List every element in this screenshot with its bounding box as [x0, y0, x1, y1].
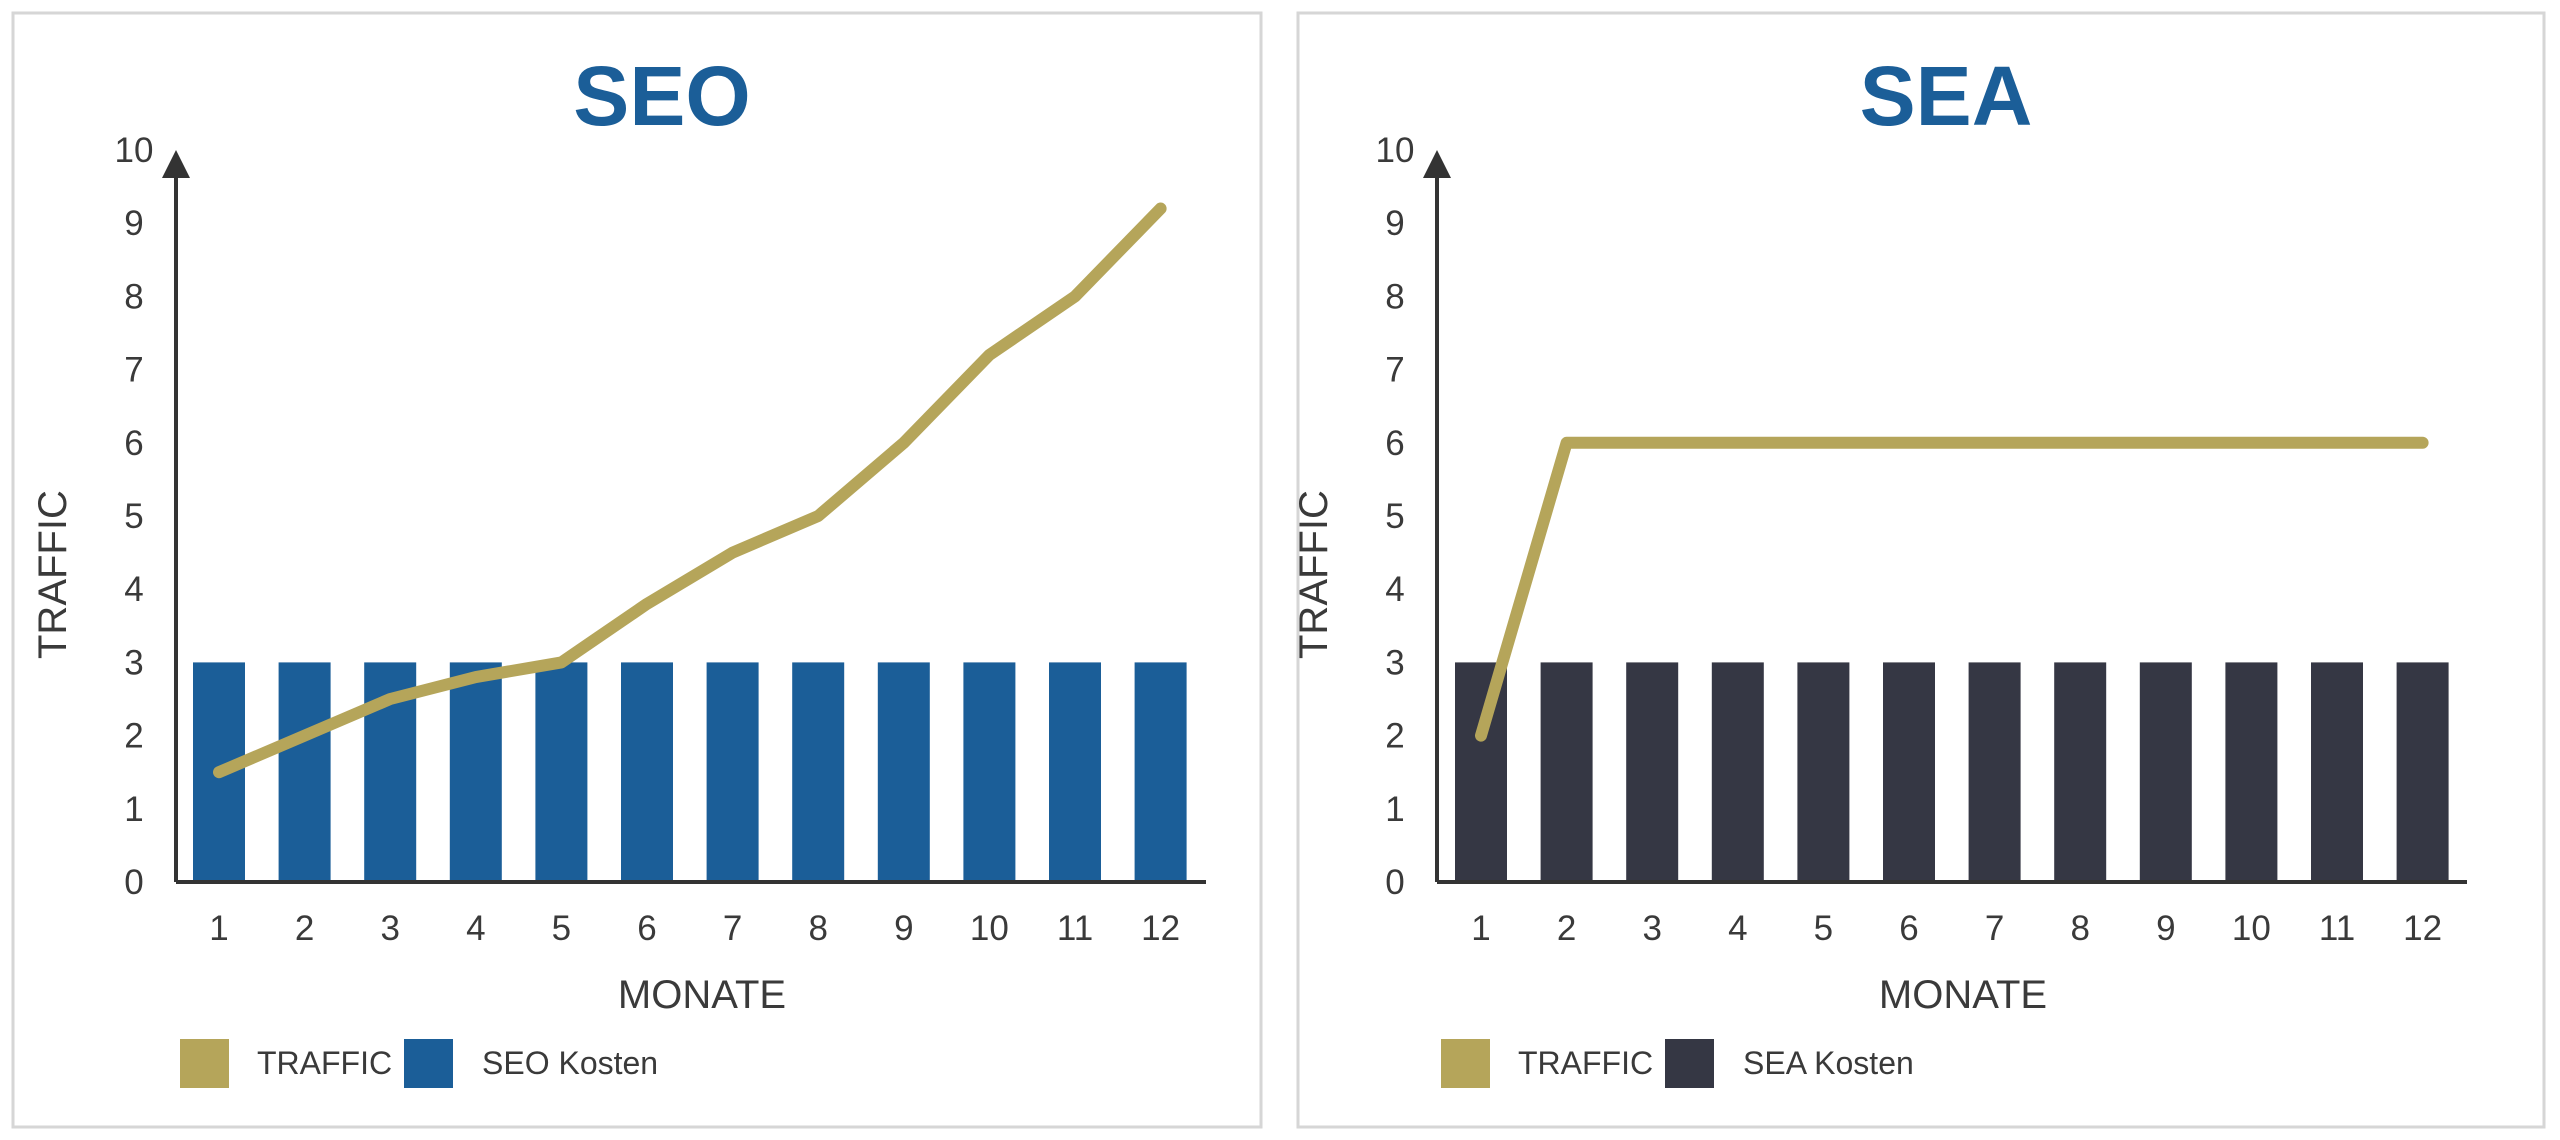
sea-y-tick-label: 0: [1385, 863, 1404, 902]
sea-x-tick-label: 8: [2070, 909, 2089, 948]
sea-x-tick-label: 11: [2319, 909, 2355, 948]
seo-legend-cost-label: SEO Kosten: [482, 1045, 658, 1081]
seo-y-tick-label: 4: [124, 570, 143, 609]
seo-cost-bar-11: [1049, 662, 1101, 882]
seo-x-tick-label: 8: [808, 909, 827, 948]
seo-y-axis-label: TRAFFIC: [31, 490, 75, 659]
seo-x-tick-label: 6: [637, 909, 656, 948]
sea-x-tick-label: 3: [1642, 909, 1661, 948]
seo-y-tick-label: 3: [124, 643, 143, 682]
sea-cost-bar-2: [1540, 662, 1593, 882]
seo-y-tick-label: 9: [124, 204, 143, 243]
seo-cost-bar-8: [792, 662, 845, 882]
sea-cost-bar-11: [2311, 662, 2363, 882]
seo-cost-bar-5: [535, 662, 588, 882]
seo-traffic-line: [213, 202, 1167, 779]
sea-y-axis-arrow-icon: [1423, 150, 1451, 178]
seo-x-tick-label: 3: [380, 909, 399, 948]
sea-x-tick-label: 6: [1899, 909, 1918, 948]
sea-y-tick-label: 4: [1385, 570, 1404, 609]
seo-x-tick-label: 11: [1057, 909, 1093, 948]
sea-cost-bar-4: [1711, 662, 1764, 882]
sea-cost-bar-10: [2225, 662, 2278, 882]
sea-title: SEA: [1860, 49, 2033, 143]
seo-y-tick-label: 10: [115, 131, 154, 170]
seo-cost-bar-7: [706, 662, 759, 882]
sea-panel-border: [1296, 11, 2546, 1129]
seo-cost-bar-4: [449, 662, 502, 882]
seo-x-tick-label: 9: [894, 909, 913, 948]
sea-y-tick-label: 5: [1385, 497, 1404, 536]
seo-y-tick-label: 8: [124, 277, 143, 316]
sea-x-tick-label: 5: [1814, 909, 1833, 948]
seo-panel-border: [11, 11, 1263, 1129]
seo-legend-traffic-swatch: [180, 1039, 229, 1088]
seo-cost-bar-2: [278, 662, 331, 882]
sea-y-tick-label: 10: [1376, 131, 1415, 170]
seo-legend-cost-swatch: [404, 1039, 453, 1088]
seo-x-tick-label: 5: [552, 909, 571, 948]
sea-x-tick-label: 9: [2156, 909, 2175, 948]
seo-cost-bar-9: [877, 662, 930, 882]
seo-x-tick-label: 2: [295, 909, 314, 948]
sea-x-tick-label: 4: [1728, 909, 1747, 948]
sea-y-tick-label: 6: [1385, 424, 1404, 463]
sea-x-tick-label: 7: [1985, 909, 2004, 948]
sea-legend-cost-swatch: [1665, 1039, 1714, 1088]
sea-y-tick-label: 9: [1385, 204, 1404, 243]
seo-y-tick-label: 1: [124, 790, 143, 829]
sea-legend-traffic-label: TRAFFIC: [1518, 1045, 1653, 1081]
seo-y-tick-label: 2: [124, 717, 143, 756]
sea-y-tick-label: 7: [1385, 351, 1404, 390]
seo-x-axis-label: MONATE: [618, 973, 786, 1017]
seo-x-tick-label: 7: [723, 909, 742, 948]
seo-y-axis-arrow-icon: [162, 150, 190, 178]
sea-traffic-line: [1475, 436, 2429, 742]
sea-legend-cost-label: SEA Kosten: [1743, 1045, 1914, 1081]
sea-y-tick-label: 3: [1385, 643, 1404, 682]
sea-cost-bar-9: [2139, 662, 2192, 882]
seo-cost-bar-12: [1134, 662, 1187, 882]
seo-legend-traffic-label: TRAFFIC: [257, 1045, 392, 1081]
seo-x-tick-label: 12: [1141, 909, 1180, 948]
sea-cost-bar-6: [1883, 662, 1935, 882]
sea-legend-traffic-swatch: [1441, 1039, 1490, 1088]
sea-cost-bar-7: [1968, 662, 2021, 882]
sea-y-tick-label: 2: [1385, 717, 1404, 756]
sea-cost-bar-5: [1797, 662, 1850, 882]
sea-y-axis-label: TRAFFIC: [1292, 490, 1336, 659]
sea-y-tick-label: 1: [1385, 790, 1404, 829]
sea-y-tick-label: 8: [1385, 277, 1404, 316]
seo-cost-bar-6: [621, 662, 673, 882]
seo-title: SEO: [573, 49, 750, 143]
seo-cost-bar-10: [963, 662, 1016, 882]
sea-x-tick-label: 10: [2232, 909, 2271, 948]
seo-y-tick-label: 0: [124, 863, 143, 902]
seo-x-tick-label: 4: [466, 909, 485, 948]
seo-y-tick-label: 7: [124, 351, 143, 390]
seo-y-tick-label: 6: [124, 424, 143, 463]
sea-x-tick-label: 2: [1557, 909, 1576, 948]
sea-cost-bar-12: [2396, 662, 2449, 882]
seo-y-tick-label: 5: [124, 497, 143, 536]
seo-x-tick-label: 10: [970, 909, 1009, 948]
seo-x-tick-label: 1: [209, 909, 228, 948]
sea-x-axis-label: MONATE: [1879, 973, 2047, 1017]
sea-cost-bar-8: [2054, 662, 2107, 882]
sea-cost-bar-3: [1626, 662, 1679, 882]
sea-x-tick-label: 1: [1471, 909, 1490, 948]
sea-cost-bar-1: [1455, 662, 1507, 882]
sea-x-tick-label: 12: [2403, 909, 2442, 948]
